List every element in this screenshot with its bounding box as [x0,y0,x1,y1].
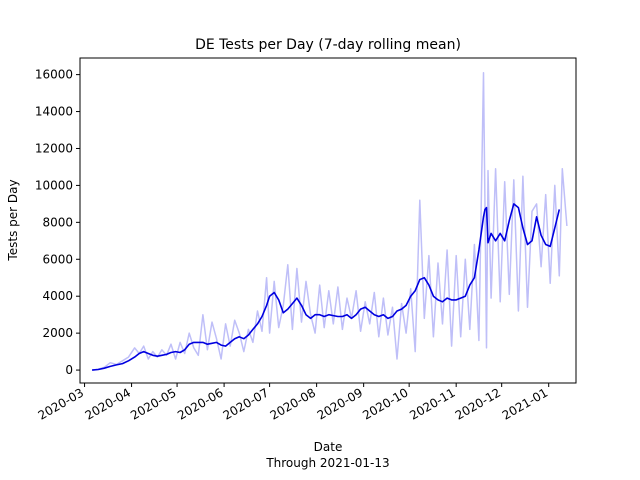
x-axis-sublabel: Through 2021-01-13 [265,456,389,470]
y-tick-label: 10000 [35,178,73,192]
y-tick-label: 8000 [42,215,73,229]
y-tick-label: 2000 [42,326,73,340]
y-tick-label: 0 [65,363,73,377]
y-tick-label: 16000 [35,68,73,82]
plot-area [91,72,568,371]
series-line-rolling-mean [92,203,561,371]
chart-title: DE Tests per Day (7-day rolling mean) [195,37,461,53]
y-tick-label: 6000 [42,252,73,266]
series-line-daily [91,72,568,371]
y-tick-label: 14000 [35,105,73,119]
x-axis-label: Date [314,440,343,454]
y-axis: 0 2000 4000 6000 8000 10000 12000 14000 16000 [35,68,80,377]
y-tick-label: 12000 [35,141,73,155]
y-axis-label: Tests per Day [6,179,20,261]
axes-frame [79,57,577,384]
y-tick-label: 4000 [42,289,73,303]
